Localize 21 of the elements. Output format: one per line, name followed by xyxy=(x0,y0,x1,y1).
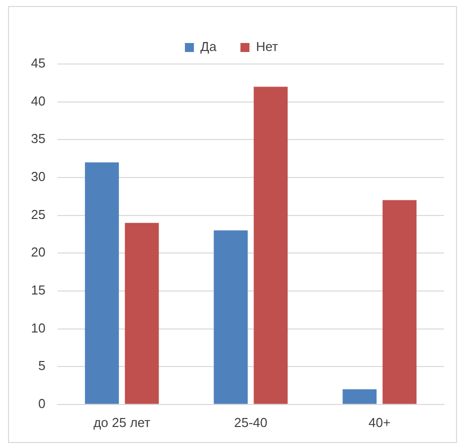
y-tick-label: 20 xyxy=(30,244,46,260)
x-tick-label: 25-40 xyxy=(234,414,268,430)
y-tick-label: 30 xyxy=(30,169,46,184)
bar xyxy=(214,230,248,404)
x-tick-label: до 25 лет xyxy=(93,414,150,430)
y-tick-label: 40 xyxy=(30,93,46,108)
bar xyxy=(382,200,417,404)
bar xyxy=(84,162,119,404)
y-tick-label: 25 xyxy=(30,206,46,222)
bar xyxy=(342,389,377,404)
legend-label: Нет xyxy=(256,39,278,54)
y-tick-label: 15 xyxy=(30,282,46,298)
y-tick-label: 35 xyxy=(30,131,46,146)
y-tick-label: 5 xyxy=(38,358,46,374)
bar xyxy=(124,222,159,404)
y-tick-label: 45 xyxy=(30,56,46,71)
bar xyxy=(254,86,288,404)
y-tick-label: 10 xyxy=(30,320,46,336)
legend-label: Да xyxy=(200,39,218,54)
x-tick-label: 40+ xyxy=(368,414,391,430)
y-tick-label: 0 xyxy=(38,396,46,411)
